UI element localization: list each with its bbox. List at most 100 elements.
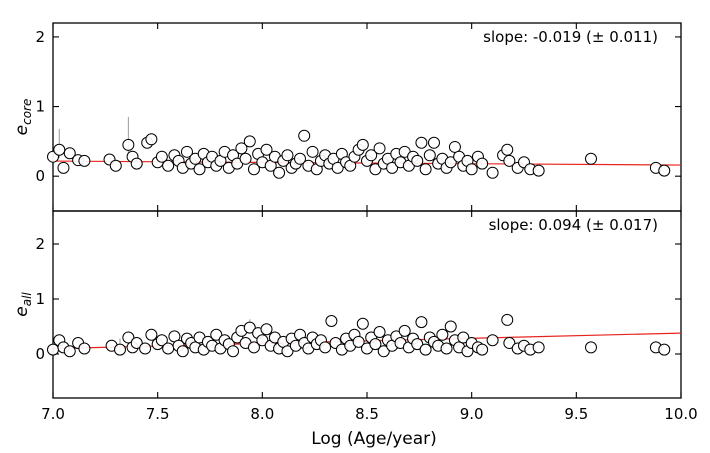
data-point [658, 164, 671, 177]
data-point [486, 334, 499, 347]
data-point [176, 345, 189, 358]
data-point [298, 129, 311, 142]
y-tick-label: 0 [35, 167, 45, 185]
x-tick-label: 8.0 [250, 405, 274, 423]
data-point [155, 150, 168, 163]
panel-ecore: 0 1 2 ecore slope: -0.019 (± 0.011) [12, 22, 682, 212]
data-point [122, 138, 135, 151]
data-point [162, 342, 175, 355]
data-point [145, 133, 158, 146]
y-tick-label: 1 [35, 98, 45, 116]
data-point [325, 315, 338, 327]
data-point [532, 341, 545, 354]
data-point [415, 316, 428, 329]
x-tick-label: 7.5 [146, 405, 170, 423]
data-point [193, 163, 206, 176]
data-point [369, 163, 382, 176]
data-point [373, 326, 386, 338]
data-point [243, 135, 256, 148]
data-point [532, 164, 545, 177]
slope-annotation: slope: 0.094 (± 0.017) [489, 216, 658, 234]
plot-frame [52, 22, 682, 212]
data-point [331, 161, 344, 174]
data-point [247, 341, 260, 354]
data-point [356, 138, 369, 151]
data-point [427, 136, 440, 149]
data-point [584, 341, 597, 354]
y-axis-title: eall [12, 292, 34, 317]
data-point [260, 323, 273, 336]
x-axis-title: Log (Age/year) [311, 429, 437, 449]
y-axis-title-main: e [12, 125, 32, 135]
y-axis-title-subscript: core [20, 99, 34, 125]
data-point [486, 166, 499, 179]
y-tick-label: 0 [35, 345, 45, 363]
y-axis-title-main: e [12, 306, 32, 316]
data-point [243, 321, 256, 334]
data-point [273, 166, 286, 179]
data-point [256, 334, 269, 347]
data-point [113, 343, 126, 356]
slope-annotation: slope: -0.019 (± 0.011) [483, 28, 658, 46]
y-tick-label: 2 [35, 235, 45, 253]
data-point [411, 154, 424, 167]
data-point [281, 149, 294, 162]
data-point [180, 145, 193, 158]
data-point [436, 328, 449, 341]
data-point [63, 345, 76, 358]
data-point [356, 317, 369, 330]
data-point [281, 345, 294, 358]
x-axis: 7.0 7.5 8.0 8.5 9.0 9.5 10.0 [41, 405, 698, 423]
data-point [260, 143, 273, 156]
data-point [235, 142, 248, 155]
data-point [145, 328, 158, 341]
data-point [78, 342, 91, 355]
data-point [369, 338, 382, 351]
data-point [584, 152, 597, 165]
data-point [294, 152, 307, 165]
data-point [57, 161, 70, 174]
data-point [419, 163, 432, 176]
data-point [503, 154, 516, 167]
data-point [503, 337, 516, 349]
data-point [109, 159, 122, 172]
data-point [444, 156, 457, 169]
data-point [476, 343, 489, 356]
data-point [306, 145, 319, 158]
x-tick-label: 9.5 [564, 405, 588, 423]
plot-frame [52, 210, 682, 399]
data-point [130, 157, 143, 170]
data-point [415, 136, 428, 149]
panel-eall: 0 1 2 eall slope: 0.094 (± 0.017) [12, 210, 682, 399]
y-tick-label: 2 [35, 28, 45, 46]
data-point [130, 337, 143, 349]
x-tick-label: 7.0 [41, 405, 65, 423]
data-point [501, 313, 514, 326]
data-point [501, 143, 514, 156]
data-point [47, 343, 59, 356]
data-point [658, 343, 671, 356]
x-tick-label: 9.0 [460, 405, 484, 423]
data-point [398, 324, 411, 337]
y-axis-title: ecore [12, 99, 34, 136]
data-point [78, 154, 91, 167]
x-tick-label: 8.5 [355, 405, 379, 423]
data-point [227, 345, 240, 358]
data-point [352, 335, 365, 348]
data-point [444, 320, 457, 333]
data-point [440, 342, 453, 355]
data-point [239, 152, 252, 165]
data-point [386, 161, 399, 174]
data-point [373, 142, 386, 155]
data-point [377, 345, 390, 358]
data-point [365, 149, 378, 162]
y-tick-label: 1 [35, 290, 45, 308]
data-point [63, 147, 76, 160]
data-point [155, 334, 168, 347]
data-point [411, 338, 424, 351]
y-axis-title-subscript: all [20, 292, 34, 307]
data-point [423, 149, 436, 162]
data-point [457, 331, 470, 344]
x-tick-label: 10.0 [664, 405, 697, 423]
